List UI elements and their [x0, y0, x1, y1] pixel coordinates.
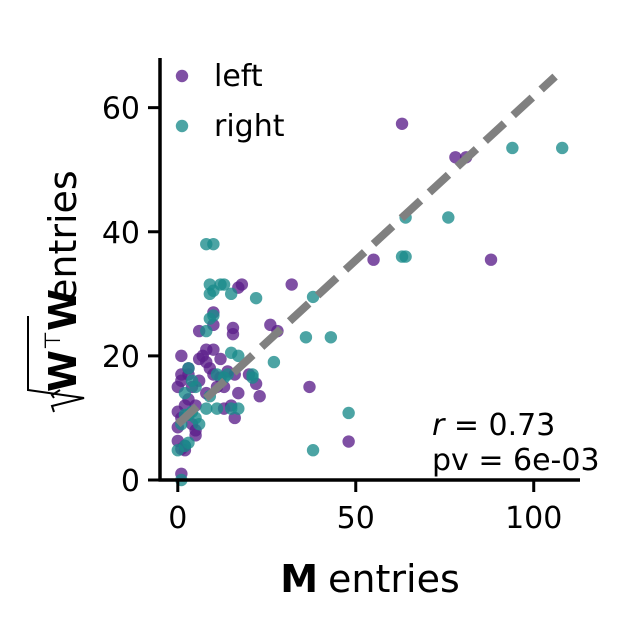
- point-right: [178, 386, 192, 400]
- point-right: [171, 444, 184, 457]
- legend: left right: [175, 59, 285, 144]
- point-right: [210, 402, 224, 415]
- point-right: [506, 141, 519, 155]
- point-left: [285, 278, 298, 291]
- point-left: [228, 411, 241, 425]
- point-right: [207, 309, 220, 322]
- y-tick-label: 20: [102, 340, 140, 375]
- r-symbol: r: [432, 408, 446, 443]
- y-axis-title-sup: ⊤: [41, 331, 66, 350]
- point-right: [399, 250, 412, 263]
- point-left: [367, 253, 380, 266]
- point-right: [342, 406, 355, 420]
- r-value: = 0.73: [444, 408, 555, 443]
- y-tick-label: 0: [121, 464, 140, 499]
- r-annotation: r = 0.73: [432, 408, 555, 443]
- point-right: [189, 380, 202, 394]
- y-tick-label: 60: [102, 92, 140, 127]
- point-right: [217, 278, 231, 291]
- point-right: [556, 141, 569, 155]
- point-left: [175, 349, 188, 363]
- x-tick-label: 0: [168, 501, 187, 536]
- point-right: [200, 324, 213, 338]
- point-left: [232, 386, 245, 400]
- point-right: [267, 355, 281, 369]
- point-left: [342, 435, 355, 448]
- legend-marker-left: [175, 69, 189, 83]
- y-axis-title-rest: entries: [41, 170, 85, 302]
- y-axis-title: W⊤W entries: [27, 170, 85, 413]
- point-left: [253, 390, 266, 403]
- point-left: [303, 380, 316, 394]
- y-axis-title-w2: W: [41, 289, 85, 331]
- sqrt-symbol: [50, 389, 61, 399]
- y-axis-title-w1: W: [41, 350, 85, 392]
- point-right: [299, 331, 313, 344]
- legend-marker-right: [175, 119, 189, 133]
- point-right: [324, 331, 338, 344]
- point-left: [226, 327, 240, 341]
- point-right: [306, 444, 320, 457]
- point-left: [207, 343, 220, 356]
- point-right: [442, 211, 455, 224]
- point-left: [175, 374, 188, 387]
- point-right: [232, 349, 245, 363]
- point-right: [200, 402, 213, 415]
- point-right: [249, 291, 263, 305]
- point-right: [246, 371, 259, 384]
- point-right: [182, 362, 195, 375]
- legend-label-left: left: [214, 59, 263, 94]
- x-tick-label: 100: [505, 501, 562, 536]
- point-right: [232, 402, 245, 415]
- x-axis-title-bold: M: [280, 557, 318, 601]
- point-left: [214, 352, 227, 366]
- legend-label-right: right: [214, 109, 285, 144]
- point-right: [207, 237, 220, 251]
- point-left: [395, 117, 409, 130]
- fit-line: [175, 73, 558, 428]
- y-tick-label: 40: [102, 216, 140, 251]
- points-layer: [171, 117, 569, 487]
- point-right: [224, 287, 238, 301]
- x-tick-label: 50: [337, 501, 375, 536]
- y-axis-title-math: W⊤W: [41, 289, 85, 392]
- sqrt-radical: [27, 316, 85, 413]
- point-left: [484, 253, 498, 266]
- axes-layer: 0 50 100 0 20 40 60: [102, 58, 580, 536]
- point-right: [192, 417, 206, 431]
- x-axis-title-rest: entries: [328, 557, 460, 601]
- pv-annotation: pv = 6e-03: [432, 443, 600, 478]
